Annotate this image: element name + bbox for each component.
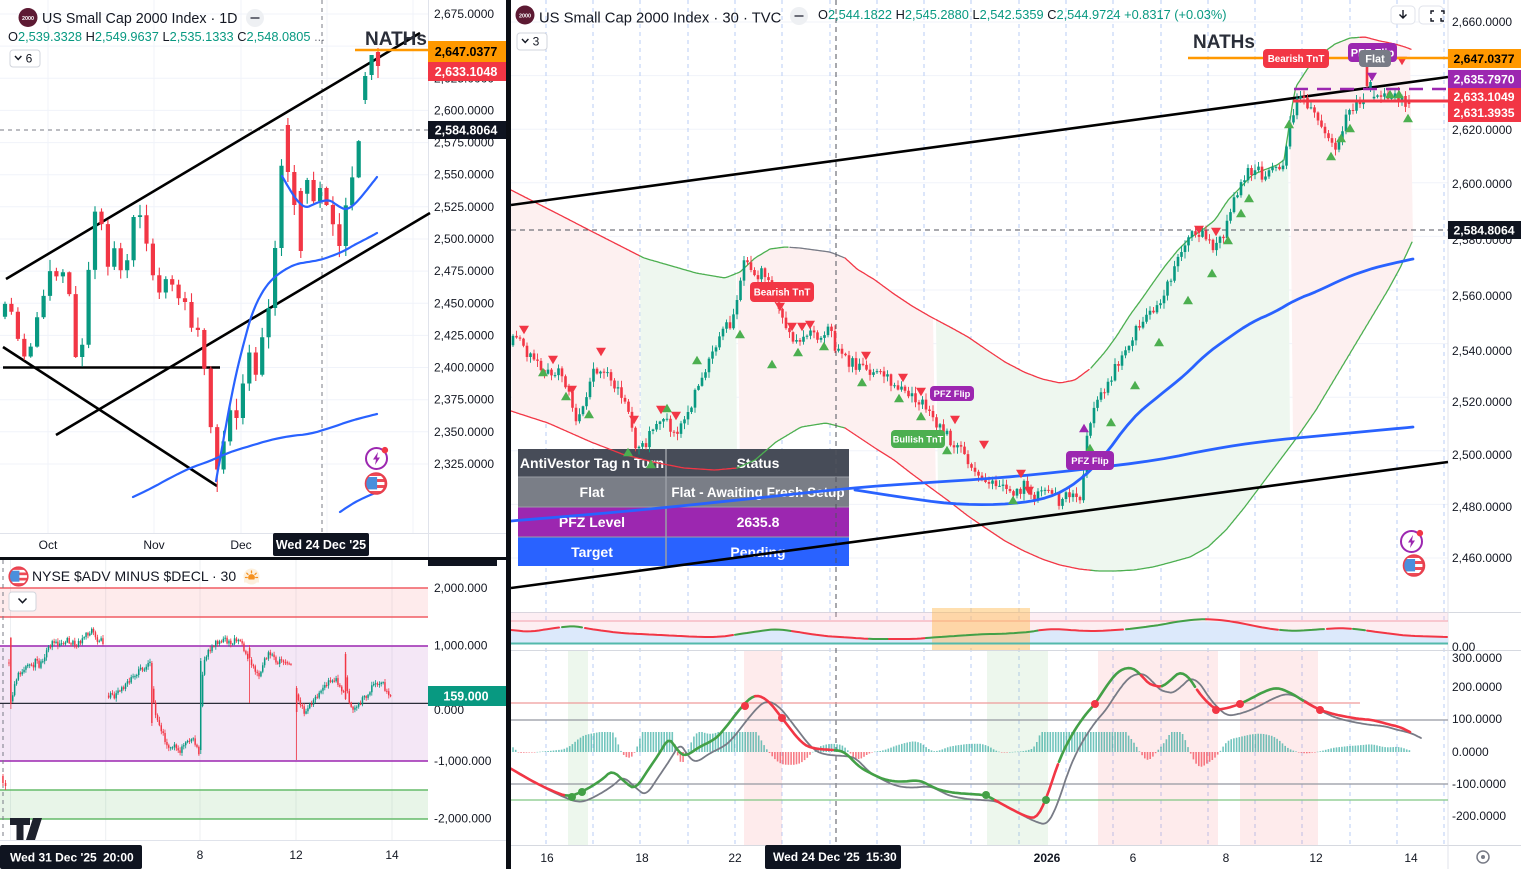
svg-text:2,550.0000: 2,550.0000 <box>434 168 494 182</box>
svg-text:PFZ Level: PFZ Level <box>559 514 625 530</box>
svg-text:100.0000: 100.0000 <box>1452 712 1502 726</box>
svg-text:PFZ Flip: PFZ Flip <box>934 389 971 399</box>
svg-text:2,647.0377: 2,647.0377 <box>435 45 498 59</box>
svg-text:Flat - Awaiting Fresh Setup: Flat - Awaiting Fresh Setup <box>671 485 844 500</box>
svg-text:15:30: 15:30 <box>866 850 897 864</box>
svg-text:NATHs: NATHs <box>365 29 427 50</box>
svg-text:1,000.000: 1,000.000 <box>434 639 488 653</box>
svg-text:Wed 31 Dec '25: Wed 31 Dec '25 <box>10 851 97 865</box>
svg-text:22: 22 <box>728 851 742 865</box>
svg-text:-100.0000: -100.0000 <box>1452 777 1506 791</box>
svg-text:0.0000: 0.0000 <box>1452 745 1489 759</box>
svg-text:2,520.0000: 2,520.0000 <box>1452 395 1512 409</box>
svg-text:-200.0000: -200.0000 <box>1452 809 1506 823</box>
svg-text:O2,539.3328 H2,549.9637 L2,535: O2,539.3328 H2,549.9637 L2,535.1333 C2,5… <box>8 29 325 44</box>
svg-text:Flat: Flat <box>580 484 605 500</box>
svg-text:20:00: 20:00 <box>103 851 134 865</box>
svg-text:2,660.0000: 2,660.0000 <box>1452 15 1512 29</box>
svg-text:6: 6 <box>26 52 33 66</box>
svg-text:2,575.0000: 2,575.0000 <box>434 136 494 150</box>
svg-text:8: 8 <box>1223 851 1230 865</box>
svg-text:2635.8: 2635.8 <box>737 514 780 530</box>
svg-text:US Small Cap 2000 Index · 1D: US Small Cap 2000 Index · 1D <box>42 11 238 27</box>
svg-text:2026: 2026 <box>1034 851 1061 865</box>
svg-text:6: 6 <box>1130 851 1137 865</box>
svg-text:2,460.0000: 2,460.0000 <box>1452 551 1512 565</box>
svg-text:2,450.0000: 2,450.0000 <box>434 296 494 310</box>
svg-text:PFZ Flip: PFZ Flip <box>1071 456 1109 467</box>
svg-text:12: 12 <box>1309 851 1323 865</box>
svg-text:8: 8 <box>197 848 204 862</box>
svg-text:Flat: Flat <box>1365 54 1385 66</box>
svg-text:2,584.8064: 2,584.8064 <box>435 124 498 138</box>
svg-text:14: 14 <box>385 848 399 862</box>
svg-text:2,647.0377: 2,647.0377 <box>1454 52 1515 66</box>
svg-text:2,600.0000: 2,600.0000 <box>1452 177 1512 191</box>
svg-text:2,635.7970: 2,635.7970 <box>1454 73 1515 87</box>
svg-text:Bullish TnT: Bullish TnT <box>893 434 944 444</box>
svg-text:Oct: Oct <box>39 538 58 552</box>
svg-text:2,600.0000: 2,600.0000 <box>434 103 494 117</box>
svg-text:-2,000.000: -2,000.000 <box>434 812 492 826</box>
svg-text:NYSE $ADV MINUS $DECL · 30: NYSE $ADV MINUS $DECL · 30 <box>32 568 236 584</box>
svg-text:Bearish TnT: Bearish TnT <box>754 288 811 299</box>
svg-text:2,325.0000: 2,325.0000 <box>434 457 494 471</box>
svg-text:US Small Cap 2000 Index · 30 ·: US Small Cap 2000 Index · 30 · TVC <box>539 11 782 27</box>
svg-text:O2,544.1822 H2,545.2880 L2,542: O2,544.1822 H2,545.2880 L2,542.5359 C2,5… <box>818 7 1227 22</box>
svg-text:Wed 24 Dec '25: Wed 24 Dec '25 <box>276 538 366 552</box>
svg-text:2000: 2000 <box>22 16 34 22</box>
svg-text:2,620.0000: 2,620.0000 <box>1452 123 1512 137</box>
svg-text:2,500.0000: 2,500.0000 <box>434 232 494 246</box>
svg-text:2000: 2000 <box>519 14 531 20</box>
svg-text:14: 14 <box>1404 851 1418 865</box>
svg-text:159.000: 159.000 <box>443 690 488 704</box>
svg-text:12: 12 <box>289 848 303 862</box>
svg-text:Dec: Dec <box>230 538 251 552</box>
svg-text:16: 16 <box>540 851 554 865</box>
svg-text:0.00: 0.00 <box>1452 640 1476 654</box>
svg-text:2,631.3935: 2,631.3935 <box>1454 106 1515 120</box>
svg-text:Target: Target <box>571 544 613 560</box>
svg-text:2,375.0000: 2,375.0000 <box>434 393 494 407</box>
svg-text:200.0000: 200.0000 <box>1452 680 1502 694</box>
svg-text:2,633.1048: 2,633.1048 <box>435 65 498 79</box>
svg-text:2,525.0000: 2,525.0000 <box>434 200 494 214</box>
svg-text:Nov: Nov <box>143 538 164 552</box>
svg-text:2,480.0000: 2,480.0000 <box>1452 500 1512 514</box>
svg-text:2,425.0000: 2,425.0000 <box>434 328 494 342</box>
svg-text:2,475.0000: 2,475.0000 <box>434 264 494 278</box>
svg-text:2,350.0000: 2,350.0000 <box>434 425 494 439</box>
svg-text:3: 3 <box>533 35 540 49</box>
svg-text:2,584.8064: 2,584.8064 <box>1454 224 1515 238</box>
svg-text:-1,000.000: -1,000.000 <box>434 754 492 768</box>
svg-text:2,400.0000: 2,400.0000 <box>434 361 494 375</box>
svg-text:2,675.0000: 2,675.0000 <box>434 7 494 21</box>
svg-text:Wed 24 Dec '25: Wed 24 Dec '25 <box>773 850 860 864</box>
svg-text:2,560.0000: 2,560.0000 <box>1452 289 1512 303</box>
svg-text:NATHs: NATHs <box>1193 32 1255 53</box>
svg-text:Bearish TnT: Bearish TnT <box>1268 54 1325 65</box>
svg-text:2,633.1049: 2,633.1049 <box>1454 90 1515 104</box>
svg-text:18: 18 <box>635 851 649 865</box>
svg-text:Status: Status <box>737 455 780 471</box>
svg-text:2,500.0000: 2,500.0000 <box>1452 448 1512 462</box>
svg-text:2,540.0000: 2,540.0000 <box>1452 344 1512 358</box>
svg-text:0.000: 0.000 <box>434 703 464 717</box>
svg-text:2,000.000: 2,000.000 <box>434 581 488 595</box>
svg-text:AntiVestor Tag n Turn: AntiVestor Tag n Turn <box>520 455 664 471</box>
svg-text:300.0000: 300.0000 <box>1452 651 1502 665</box>
